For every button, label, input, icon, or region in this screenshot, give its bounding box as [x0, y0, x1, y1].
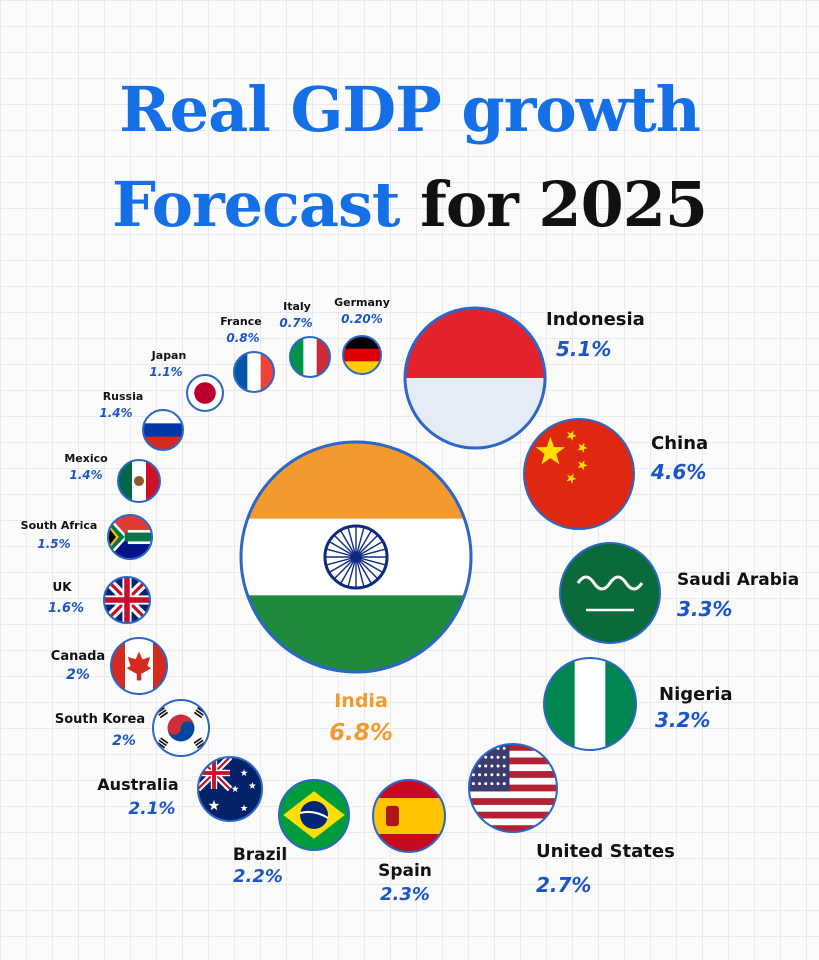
value-germany: 0.20%	[341, 312, 383, 326]
label-south-korea: South Korea	[55, 712, 145, 727]
label-saudi-arabia: Saudi Arabia	[677, 570, 799, 590]
value-france: 0.8%	[226, 331, 259, 345]
value-russia: 1.4%	[99, 406, 132, 420]
label-mexico: Mexico	[64, 452, 108, 465]
title-year: for 2025	[420, 168, 708, 241]
label-united-states: United States	[536, 841, 675, 862]
bubble-australia	[197, 756, 263, 822]
label-australia: Australia	[97, 775, 178, 794]
bubble-nigeria	[543, 657, 637, 751]
value-china: 4.6%	[650, 460, 706, 484]
bubble-united-states	[468, 743, 558, 833]
value-saudi-arabia: 3.3%	[677, 597, 732, 621]
bubble-indonesia	[403, 306, 547, 450]
label-france: France	[220, 315, 261, 328]
value-indonesia: 5.1%	[556, 337, 611, 361]
china-flag	[524, 419, 634, 529]
label-italy: Italy	[283, 300, 311, 313]
united-states-flag	[469, 744, 557, 832]
value-australia: 2.1%	[128, 799, 175, 819]
value-spain: 2.3%	[380, 884, 430, 905]
value-nigeria: 3.2%	[655, 708, 710, 732]
value-united-states: 2.7%	[536, 873, 591, 897]
south-africa-flag	[108, 515, 152, 559]
uk-flag	[104, 577, 150, 623]
label-nigeria: Nigeria	[659, 684, 733, 705]
australia-flag	[198, 757, 262, 821]
bubble-south-africa	[107, 514, 153, 560]
label-india: India	[334, 690, 388, 712]
bubble-japan	[186, 374, 224, 412]
value-south-korea: 2%	[112, 733, 136, 749]
label-uk: UK	[52, 580, 72, 594]
title-line-1: Real GDP growth	[119, 73, 701, 146]
spain-flag	[373, 780, 445, 852]
bubble-germany	[342, 335, 382, 375]
japan-flag	[187, 375, 223, 411]
label-spain: Spain	[378, 861, 432, 881]
bubble-france	[233, 351, 275, 393]
bubble-south-korea	[152, 699, 210, 757]
bubble-spain	[372, 779, 446, 853]
value-brazil: 2.2%	[233, 866, 283, 887]
bubble-brazil	[278, 779, 350, 851]
bubble-uk	[103, 576, 151, 624]
bubble-russia	[142, 409, 184, 451]
label-russia: Russia	[103, 390, 144, 403]
value-uk: 1.6%	[48, 601, 84, 616]
bubble-saudi-arabia	[559, 542, 661, 644]
label-germany: Germany	[334, 296, 390, 309]
title-forecast: Forecast	[112, 168, 401, 241]
brazil-flag	[279, 780, 349, 850]
label-brazil: Brazil	[233, 845, 287, 865]
label-canada: Canada	[51, 649, 105, 664]
title-line-2: Forecast for 2025	[0, 160, 819, 250]
value-india: 6.8%	[329, 720, 393, 746]
value-south-africa: 1.5%	[37, 537, 70, 551]
bubble-canada	[110, 637, 168, 695]
label-indonesia: Indonesia	[546, 309, 645, 330]
saudi-arabia-flag	[560, 543, 660, 643]
label-south-africa: South Africa	[21, 519, 98, 532]
value-japan: 1.1%	[149, 365, 182, 379]
bubble-mexico	[117, 459, 161, 503]
label-japan: Japan	[151, 349, 187, 362]
value-italy: 0.7%	[279, 316, 312, 330]
value-canada: 2%	[66, 667, 90, 683]
bubble-china	[523, 418, 635, 530]
label-china: China	[651, 433, 708, 454]
bubble-italy	[289, 336, 331, 378]
bubble-india	[239, 440, 473, 674]
value-mexico: 1.4%	[69, 468, 102, 482]
